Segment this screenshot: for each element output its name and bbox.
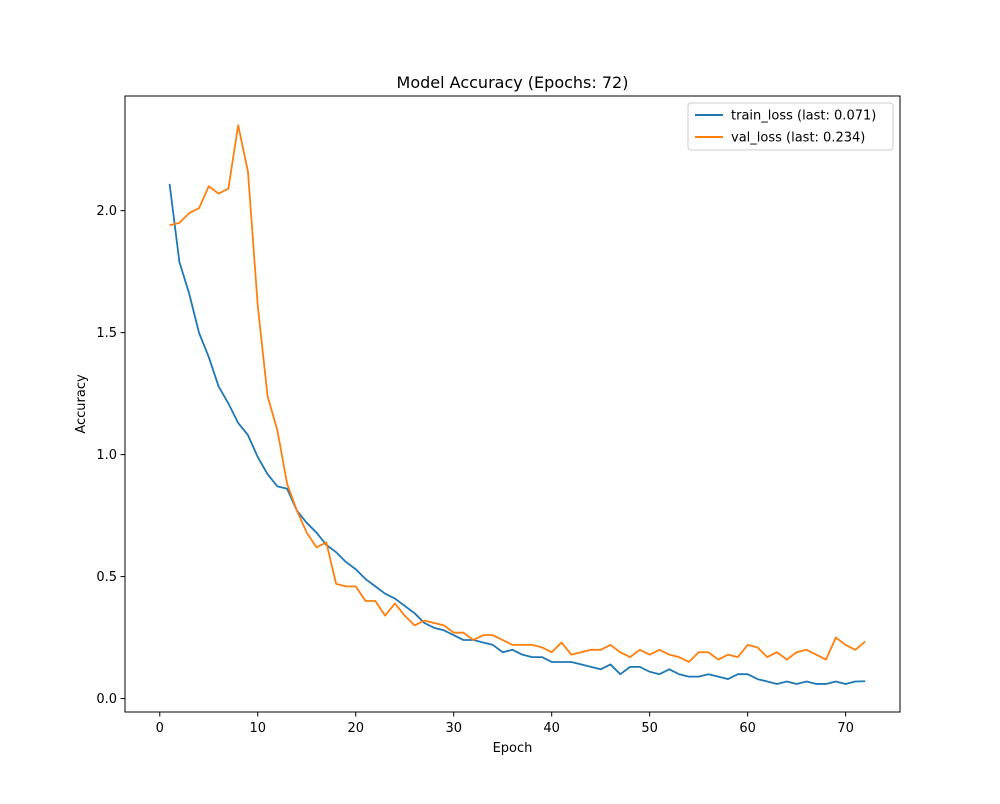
legend-label-val-loss: val_loss (last: 0.234)	[731, 131, 865, 146]
y-axis-label: Accuracy	[74, 374, 89, 434]
x-axis-label: Epoch	[493, 741, 533, 756]
x-tick-label: 60	[739, 721, 756, 736]
y-tick-label: 1.5	[96, 326, 117, 341]
legend-label-train-loss: train_loss (last: 0.071)	[731, 109, 876, 124]
chart-title: Model Accuracy (Epochs: 72)	[397, 73, 629, 92]
x-tick-label: 0	[156, 721, 164, 736]
series-layer	[168, 124, 866, 685]
legend-box	[687, 102, 894, 151]
series-line-val-loss	[169, 124, 866, 663]
legend: train_loss (last: 0.071) val_loss (last:…	[687, 102, 894, 151]
y-tick-label: 2.0	[96, 204, 117, 219]
x-tick-label: 40	[543, 721, 560, 736]
x-tick-label: 30	[445, 721, 462, 736]
y-tick-label: 0.0	[96, 692, 117, 707]
x-tick-label: 10	[249, 721, 266, 736]
x-axis-ticks: 0 10 20 30 40 50 60 70	[156, 712, 854, 736]
x-tick-label: 20	[347, 721, 364, 736]
series-line-train-loss	[168, 183, 866, 685]
y-tick-label: 0.5	[96, 570, 117, 585]
y-tick-label: 1.0	[96, 448, 117, 463]
x-tick-label: 50	[641, 721, 658, 736]
x-tick-label: 70	[837, 721, 854, 736]
plot-area: 0 10 20 30 40 50 60 70 0.0 0.5 1.0 1.5 2.0	[96, 95, 901, 736]
y-axis-ticks: 0.0 0.5 1.0 1.5 2.0	[96, 204, 125, 707]
plot-frame	[124, 95, 901, 713]
